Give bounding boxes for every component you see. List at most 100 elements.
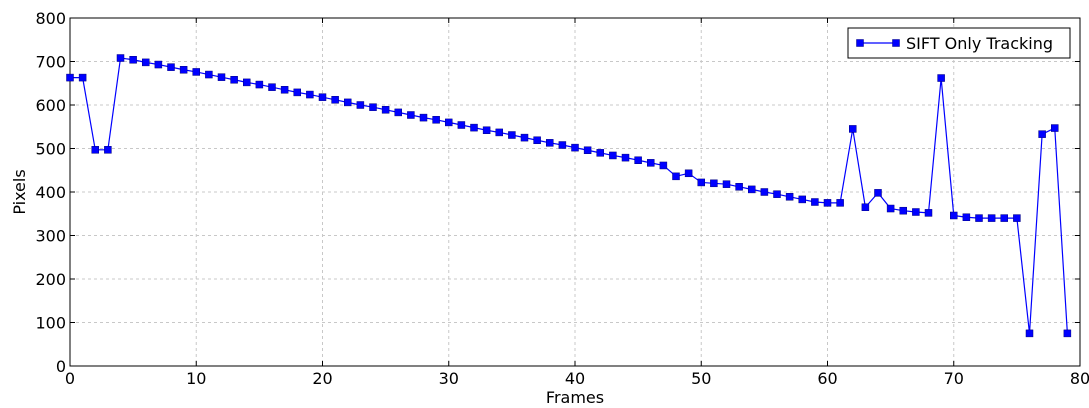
x-tick-label: 60 <box>817 369 837 388</box>
data-point <box>533 136 541 144</box>
data-point <box>217 73 226 81</box>
data-point <box>255 80 264 89</box>
data-point <box>950 211 958 220</box>
data-point <box>722 180 731 188</box>
data-point <box>306 90 314 99</box>
y-tick-label: 700 <box>35 53 66 72</box>
data-point <box>243 78 251 87</box>
x-tick-label: 0 <box>65 369 75 388</box>
data-point <box>457 121 466 129</box>
data-point <box>1051 124 1059 132</box>
data-point <box>937 74 945 82</box>
data-point <box>659 161 668 170</box>
data-point <box>760 188 769 196</box>
data-point <box>230 76 238 84</box>
data-point <box>419 113 428 122</box>
data-point <box>823 199 832 207</box>
legend: SIFT Only Tracking <box>847 27 1071 59</box>
data-point <box>142 58 150 67</box>
data-point <box>987 214 996 222</box>
data-point <box>78 73 87 82</box>
data-point <box>482 126 491 134</box>
data-point <box>634 156 642 164</box>
legend-entry-label: SIFT Only Tracking <box>906 34 1053 53</box>
y-tick-label: 0 <box>56 357 66 376</box>
data-point <box>407 111 415 119</box>
data-point <box>167 63 175 71</box>
data-point <box>394 108 402 117</box>
y-tick-label: 400 <box>35 183 66 202</box>
data-point <box>811 198 819 206</box>
data-point <box>280 86 289 94</box>
data-point <box>836 199 844 207</box>
data-point <box>508 131 516 139</box>
data-point <box>1013 214 1021 222</box>
data-point <box>432 116 440 124</box>
data-point <box>520 133 529 142</box>
data-point <box>785 193 794 201</box>
y-axis-label: Pixels <box>10 169 29 214</box>
data-point <box>647 159 655 167</box>
data-point <box>318 93 327 101</box>
x-tick-label: 20 <box>312 369 332 388</box>
data-point <box>1063 329 1072 338</box>
data-point <box>91 146 99 154</box>
data-point <box>596 149 604 157</box>
data-point <box>129 56 137 64</box>
x-tick-label: 70 <box>944 369 964 388</box>
data-point <box>748 185 756 194</box>
x-tick-label: 80 <box>1070 369 1089 388</box>
data-point <box>293 88 301 97</box>
x-tick-label: 50 <box>691 369 711 388</box>
data-point <box>1000 214 1008 222</box>
data-point <box>975 214 983 222</box>
data-point <box>104 146 112 154</box>
data-point <box>672 172 680 181</box>
data-point <box>962 213 971 221</box>
x-ticks: 0 10 20 30 40 50 60 70 80 <box>65 18 1089 388</box>
data-point <box>331 96 339 104</box>
data-point <box>495 128 503 137</box>
data-point <box>798 195 806 204</box>
data-point <box>192 68 200 76</box>
legend-marker <box>856 39 864 47</box>
data-point <box>861 203 870 211</box>
data-point <box>558 141 567 149</box>
data-point <box>268 83 276 91</box>
data-point <box>445 118 453 127</box>
data-point <box>899 206 907 215</box>
data-point <box>1038 130 1046 138</box>
y-tick-label: 300 <box>35 227 66 246</box>
x-tick-label: 30 <box>439 369 459 388</box>
data-point <box>773 190 781 198</box>
data-point <box>470 123 478 132</box>
data-point <box>710 179 718 188</box>
data-point <box>344 98 352 107</box>
y-tick-label: 600 <box>35 96 66 115</box>
data-point <box>179 66 188 74</box>
legend-marker <box>892 39 900 47</box>
x-tick-label: 10 <box>186 369 206 388</box>
data-point <box>546 139 554 147</box>
data-point <box>912 208 920 216</box>
data-point <box>735 183 743 191</box>
data-point <box>583 146 592 154</box>
data-point <box>369 103 377 111</box>
data-point <box>609 151 617 160</box>
data-point <box>381 106 390 114</box>
y-tick-label: 500 <box>35 140 66 159</box>
series-layer <box>66 54 1072 338</box>
data-point <box>1025 329 1034 338</box>
data-point <box>571 143 579 152</box>
data-point <box>924 209 933 217</box>
y-tick-label: 200 <box>35 270 66 289</box>
data-point <box>874 189 882 197</box>
y-ticks: 0 100 200 300 400 500 600 700 800 <box>35 9 1080 376</box>
x-axis-label: Frames <box>546 388 604 407</box>
data-point <box>154 60 163 69</box>
y-tick-label: 100 <box>35 314 66 333</box>
data-point <box>116 54 125 62</box>
grid-lines <box>70 18 1080 366</box>
